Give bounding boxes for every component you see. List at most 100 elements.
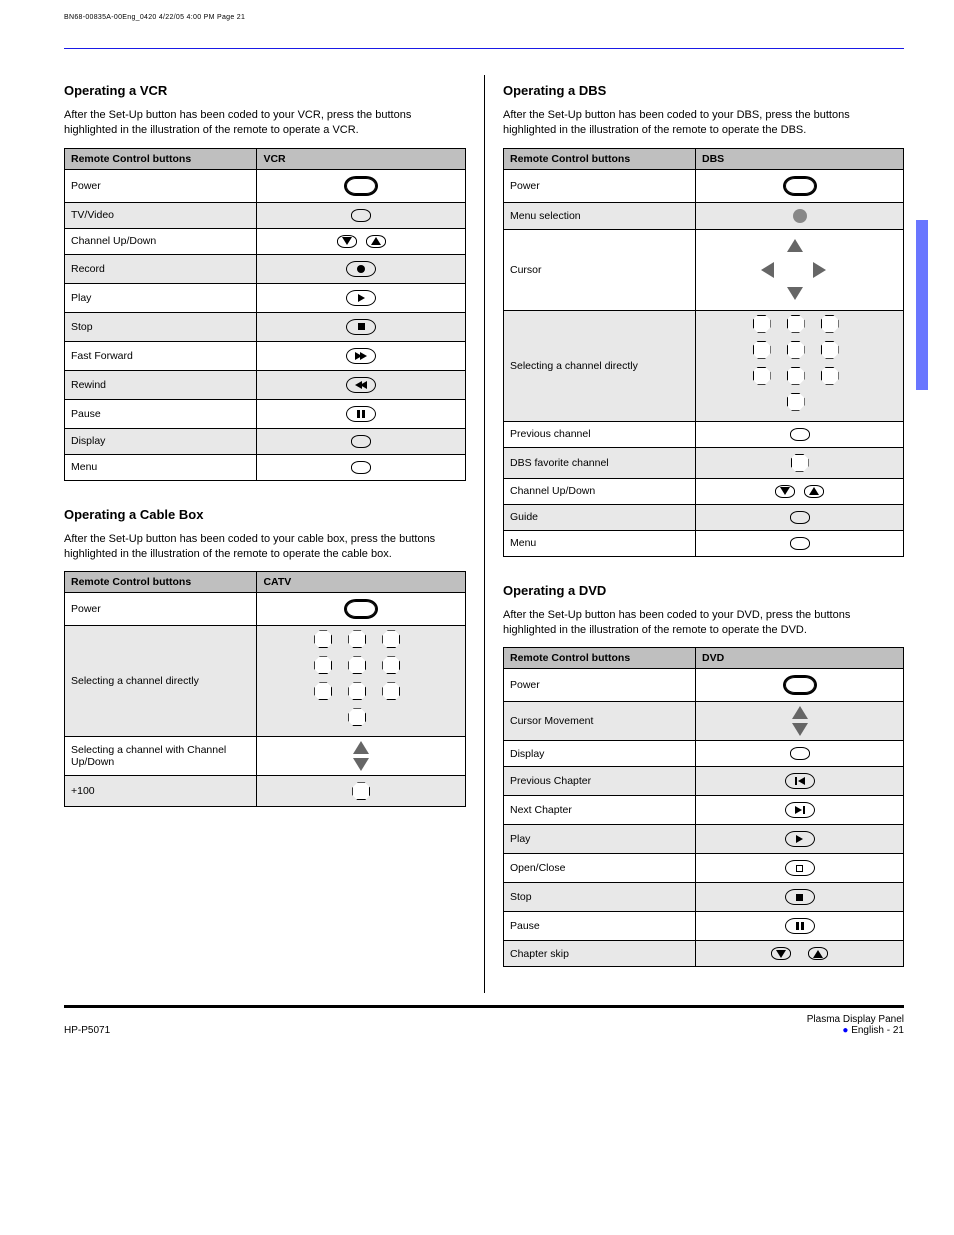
dbs-th-left: Remote Control buttons [504,148,696,169]
oval-icon [351,435,371,448]
cell-label: Record [65,254,257,283]
top-rule [64,48,904,49]
dvd-heading: Operating a DVD [503,583,904,598]
cell-icon [257,169,466,202]
cable-th-right: CATV [257,572,466,593]
ch-down-icon [775,485,795,498]
power-icon [344,176,378,196]
cell-label: Pause [504,912,696,941]
cell-icon [257,593,466,626]
cell-icon [696,310,904,421]
cell-label: Cursor Movement [504,702,696,741]
vcr-table: Remote Control buttons VCR Power TV/Vide… [64,148,466,481]
vcr-th-left: Remote Control buttons [65,148,257,169]
cell-label: Channel Up/Down [65,228,257,254]
cell-label: Guide [504,504,696,530]
cell-icon [696,796,904,825]
cell-label: Power [65,169,257,202]
ch-up-icon [804,485,824,498]
pause-icon [346,406,376,422]
cell-label: Menu [504,530,696,556]
select-dot-icon [793,209,807,223]
cell-icon [257,202,466,228]
cell-label: Selecting a channel directly [504,310,696,421]
cell-label: +100 [65,776,257,807]
cell-icon [257,737,466,776]
cell-icon [696,941,904,967]
next-chapter-icon [785,802,815,818]
ff-icon [346,348,376,364]
pause-icon [785,918,815,934]
dvd-table: Remote Control buttons DVD Power Cursor … [503,647,904,967]
rew-icon [346,377,376,393]
vcr-intro: After the Set-Up button has been coded t… [64,108,466,138]
cell-label: Chapter skip [504,941,696,967]
cell-icon [257,626,466,737]
cable-th-left: Remote Control buttons [65,572,257,593]
cell-icon [696,478,904,504]
cell-icon [257,399,466,428]
oval-icon [351,209,371,222]
cell-icon [257,370,466,399]
cell-icon [257,341,466,370]
cell-label: Selecting a channel with Channel Up/Down [65,737,257,776]
oval-icon [790,747,810,760]
cell-icon [257,312,466,341]
power-icon [783,675,817,695]
cell-label: Stop [504,883,696,912]
dbs-table: Remote Control buttons DBS Power Menu se… [503,148,904,557]
play-icon [346,290,376,306]
ch-up-icon [366,235,386,248]
cell-icon [257,454,466,480]
footer-bullet: ● [842,1025,848,1036]
cell-icon [257,228,466,254]
vcr-heading: Operating a VCR [64,83,466,98]
cell-icon [696,702,904,741]
cell-label: Next Chapter [504,796,696,825]
skip-fwd-icon [808,947,828,960]
cell-label: Selecting a channel directly [65,626,257,737]
cell-icon [696,504,904,530]
cell-icon [696,421,904,447]
cell-label: Play [65,283,257,312]
cell-label: Channel Up/Down [504,478,696,504]
cell-icon [696,202,904,229]
page-footer: HP-P5071 Plasma Display Panel ● English … [64,1008,904,1036]
print-footnote: BN68-00835A-00Eng_0420 4/22/05 4:00 PM P… [64,14,245,21]
cell-label: Power [504,169,696,202]
cell-label: Menu selection [504,202,696,229]
numpad-icon [702,315,897,417]
cable-table: Remote Control buttons CATV Power Select… [64,571,466,807]
cell-icon [696,447,904,478]
fav-icon [791,454,809,472]
cell-label: Menu [65,454,257,480]
cable-intro: After the Set-Up button has been coded t… [64,532,466,562]
oval-icon [790,428,810,441]
stop-icon [346,319,376,335]
oval-icon [790,537,810,550]
arrow-updown-icon [702,706,897,736]
cell-icon [696,229,904,310]
plus100-icon [352,782,370,800]
cell-icon [696,741,904,767]
cell-label: Rewind [65,370,257,399]
power-icon [783,176,817,196]
cell-label: TV/Video [65,202,257,228]
cell-label: Pause [65,399,257,428]
cell-icon [257,428,466,454]
power-icon [344,599,378,619]
arrow-updown-icon [263,741,459,771]
footer-lang: English - [851,1025,893,1036]
cell-label: Cursor [504,229,696,310]
cell-icon [696,767,904,796]
cell-label: Play [504,825,696,854]
stop-icon [785,889,815,905]
dvd-intro: After the Set-Up button has been coded t… [503,608,904,638]
open-close-icon [785,860,815,876]
numpad-icon [263,630,459,732]
cell-label: Display [504,741,696,767]
prev-chapter-icon [785,773,815,789]
cell-label: DBS favorite channel [504,447,696,478]
footer-title: Plasma Display Panel [807,1014,904,1025]
cell-label: Power [504,669,696,702]
